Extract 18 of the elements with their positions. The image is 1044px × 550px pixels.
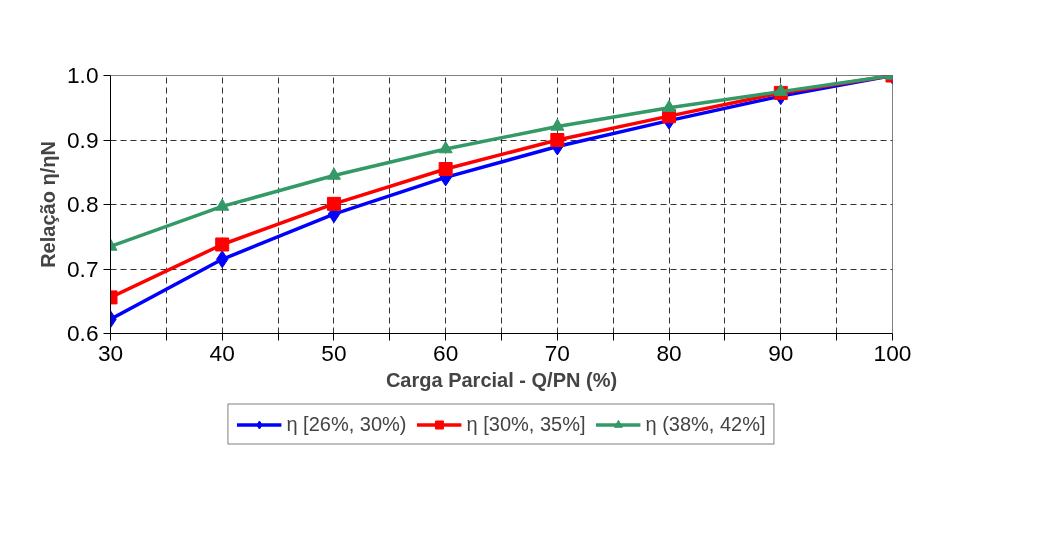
x-tick-label: 70 bbox=[544, 339, 570, 366]
x-tick-label: 30 bbox=[97, 339, 124, 366]
y-tick-label: 0.8 bbox=[67, 191, 99, 217]
y-tick-label: 0.9 bbox=[67, 126, 99, 153]
x-tick-label: 100 bbox=[873, 339, 912, 366]
x-tick-label: 40 bbox=[209, 339, 235, 366]
x-tick-label: 90 bbox=[768, 339, 794, 366]
x-tick-label: 60 bbox=[433, 339, 459, 366]
y-tick-label: 0.7 bbox=[67, 255, 99, 282]
y-tick-label: 0.6 bbox=[67, 320, 99, 346]
y-tick-label: 1.0 bbox=[67, 62, 99, 88]
legend-label: η [30%, 35%] bbox=[466, 412, 586, 436]
x-tick-label: 80 bbox=[656, 339, 682, 366]
x-tick-label: 50 bbox=[321, 339, 347, 366]
y-axis-title: Relação η/ηN bbox=[37, 141, 59, 268]
legend-label: η [26%, 30%) bbox=[286, 412, 407, 436]
legend-label: η (38%, 42%] bbox=[645, 412, 766, 436]
x-axis-title: Carga Parcial - Q/PN (%) bbox=[385, 368, 618, 391]
